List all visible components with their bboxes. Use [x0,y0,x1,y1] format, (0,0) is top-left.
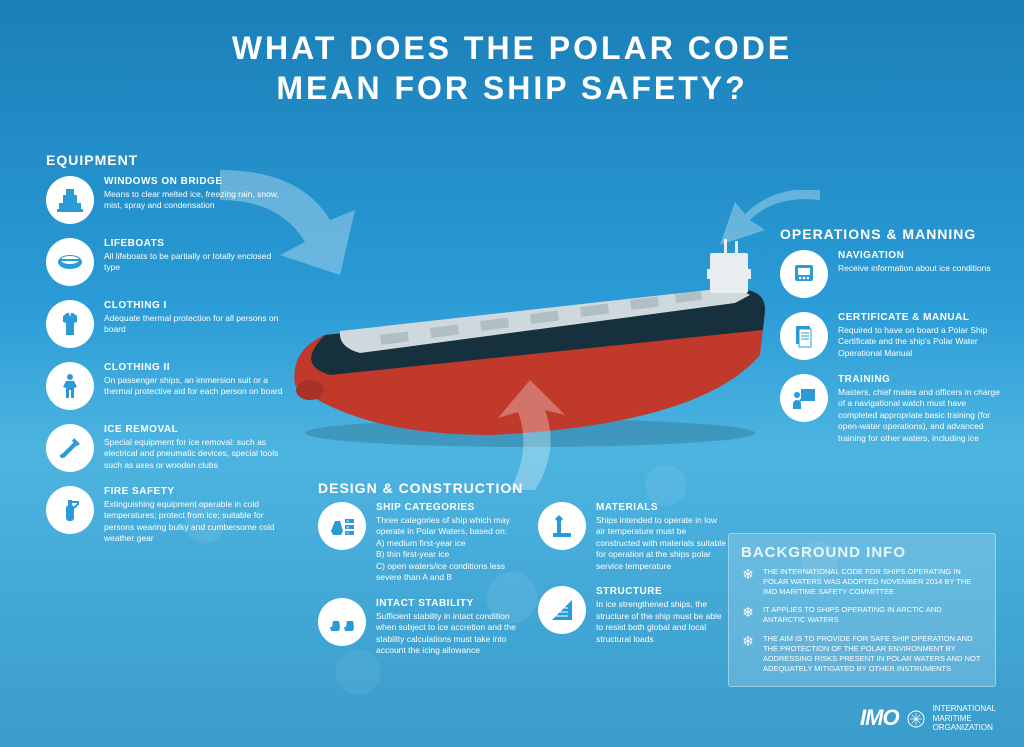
immersion-suit-icon [46,362,94,410]
design-item: SHIP CATEGORIESThree categories of ship … [318,502,518,584]
imo-emblem-icon [907,710,925,728]
equipment-column: WINDOWS ON BRIDGEMeans to clear melted i… [46,176,286,559]
materials-icon [538,502,586,550]
background-title: BACKGROUND INFO [741,544,983,561]
equipment-item: FIRE SAFETYExtinguishing equipment opera… [46,486,286,545]
design-right-column: MATERIALSShips intended to operate in lo… [538,502,728,659]
bridge-icon [46,176,94,224]
ops-item: CERTIFICATE & MANUALRequired to have on … [780,312,1000,360]
ship-categories-icon [318,502,366,550]
background-item: ❄IT APPLIES TO SHIPS OPERATING IN ARCTIC… [741,605,983,625]
title-line-1: WHAT DOES THE POLAR CODE [0,28,1024,68]
structure-icon [538,586,586,634]
section-label-equipment: EQUIPMENT [46,152,138,168]
equipment-item: CLOTHING IIOn passenger ships, an immers… [46,362,286,410]
extinguisher-icon [46,486,94,534]
imo-wordmark: IMO [860,705,899,731]
ops-item: NAVIGATIONReceive information about ice … [780,250,1000,298]
ops-column: NAVIGATIONReceive information about ice … [780,250,1000,458]
equipment-item: WINDOWS ON BRIDGEMeans to clear melted i… [46,176,286,224]
design-item: MATERIALSShips intended to operate in lo… [538,502,728,572]
background-info-box: BACKGROUND INFO ❄THE INTERNATIONAL CODE … [728,533,996,687]
imo-logo: IMO INTERNATIONAL MARITIME ORGANIZATION [860,704,996,733]
arrow-from-design [480,380,590,500]
design-item: STRUCTUREIn ice strengthened ships, the … [538,586,728,645]
equipment-item: CLOTHING IAdequate thermal protection fo… [46,300,286,348]
stability-icon [318,598,366,646]
snowflake-icon: ❄ [741,605,755,625]
imo-org-name: INTERNATIONAL MARITIME ORGANIZATION [933,704,996,733]
snowflake-icon: ❄ [741,567,755,597]
ice-axe-icon [46,424,94,472]
snowflake-icon: ❄ [741,634,755,675]
navigation-icon [780,250,828,298]
background-item: ❄THE INTERNATIONAL CODE FOR SHIPS OPERAT… [741,567,983,597]
design-item: INTACT STABILITYSufficient stability in … [318,598,518,657]
training-icon [780,374,828,422]
title-line-2: MEAN FOR SHIP SAFETY? [0,68,1024,108]
page-title: WHAT DOES THE POLAR CODE MEAN FOR SHIP S… [0,28,1024,108]
jacket-icon [46,300,94,348]
design-left-column: SHIP CATEGORIESThree categories of ship … [318,502,518,671]
background-item: ❄THE AIM IS TO PROVIDE FOR SAFE SHIP OPE… [741,634,983,675]
ops-item: TRAININGMasters, chief mates and officer… [780,374,1000,444]
certificate-icon [780,312,828,360]
equipment-item: ICE REMOVALSpecial equipment for ice rem… [46,424,286,472]
lifeboat-icon [46,238,94,286]
equipment-item: LIFEBOATSAll lifeboats to be partially o… [46,238,286,286]
